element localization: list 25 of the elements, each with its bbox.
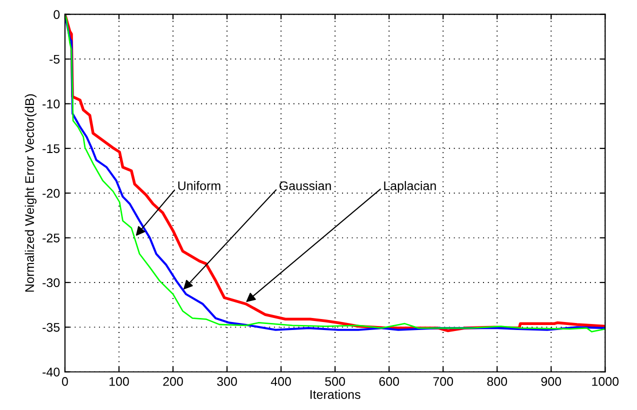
y-tick-label: -15 xyxy=(42,144,60,154)
x-tick-label: 800 xyxy=(487,377,508,386)
x-tick-label: 600 xyxy=(379,377,400,386)
y-tick-label: -35 xyxy=(42,322,60,332)
x-tick-label: 400 xyxy=(270,377,291,386)
y-axis-title: Normalized Weight Error Vector(dB) xyxy=(24,94,36,292)
y-tick-label: -30 xyxy=(42,278,60,288)
x-tick-label: 500 xyxy=(325,377,345,386)
annotation: Uniform xyxy=(178,181,220,190)
y-tick-label: 0 xyxy=(54,10,60,19)
x-tick-label: 1000 xyxy=(592,377,619,386)
x-tick-label: 0 xyxy=(62,377,68,386)
y-tick-label: -5 xyxy=(50,54,60,64)
y-tick-label: -25 xyxy=(42,234,60,242)
x-tick-label: 100 xyxy=(110,377,129,386)
y-tick-label: -20 xyxy=(42,188,60,198)
x-tick-label: 300 xyxy=(217,377,237,386)
x-axis-title: Iterations xyxy=(310,390,360,399)
y-tick-label: -40 xyxy=(42,368,60,377)
y-tick-label: -10 xyxy=(42,100,60,108)
annotation: Gaussian xyxy=(280,181,331,190)
x-tick-label: 200 xyxy=(163,377,183,386)
annotation: Laplacian xyxy=(384,181,436,193)
x-tick-label: 700 xyxy=(433,377,454,386)
x-tick-label: 900 xyxy=(541,377,562,386)
